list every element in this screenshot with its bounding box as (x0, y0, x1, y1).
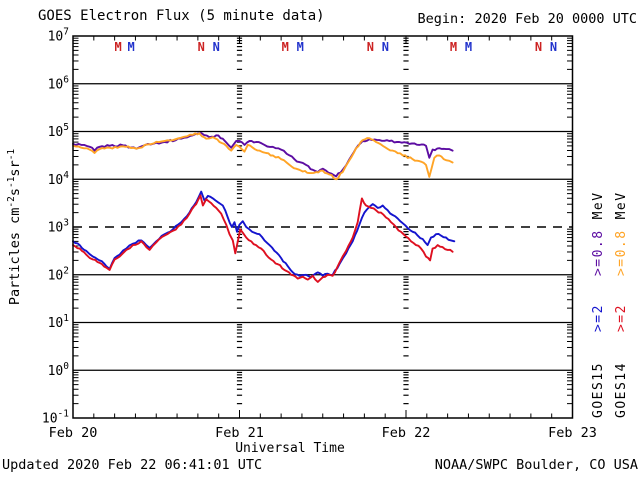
x-tick-label: Feb 21 (215, 425, 264, 441)
marker-n-10: N (535, 40, 542, 54)
legend-goes14-ge08: >=0.8 (613, 229, 629, 277)
y-tick-label: 100 (48, 361, 70, 379)
y-tick-label: 105 (48, 122, 69, 140)
legend-column-goes14: GOES14 >=2 >=0.8 MeV (611, 138, 633, 418)
legend-goes15-ge2: >=2 (590, 304, 606, 333)
begin-timestamp: Begin: 2020 Feb 20 0000 UTC (417, 11, 637, 27)
source-attribution: NOAA/SWPC Boulder, CO USA (434, 457, 638, 473)
marker-m-4: M (282, 40, 289, 54)
marker-n-6: N (367, 40, 374, 54)
legend-goes14-satellite: GOES14 (613, 362, 629, 418)
marker-n-7: N (382, 40, 389, 54)
legend-goes15: GOES15 >=2 >=0.8 MeV (588, 138, 608, 418)
x-tick-label: Feb 22 (382, 425, 431, 441)
legend-goes15-satellite: GOES15 (590, 362, 606, 418)
y-tick-label: 107 (48, 27, 69, 45)
y-tick-label: 106 (48, 74, 70, 92)
marker-n-2: N (198, 40, 205, 54)
axis-ticks (73, 36, 573, 418)
page-title: GOES Electron Flux (5 minute data) (38, 8, 325, 24)
legend-goes14-unit: MeV (613, 191, 629, 220)
plot-border (72, 35, 574, 419)
y-tick-label: 103 (48, 218, 69, 236)
marker-m-0: M (115, 40, 122, 54)
series-line-goes14-2-mev (72, 194, 454, 283)
y-tick-label: 104 (48, 170, 70, 188)
marker-n-11: N (550, 40, 557, 54)
y-tick-labels: 107 106 105 104 103 102 101 100 10-1 (42, 27, 69, 427)
decade-gridlines (73, 83, 573, 371)
x-tick-label: Feb 23 (548, 425, 597, 441)
y-tick-label: 101 (48, 313, 70, 331)
y-tick-label: 10-1 (42, 409, 69, 427)
y-tick-label: 102 (48, 265, 69, 283)
x-tick-labels: Feb 20 Feb 21 Feb 22 Feb 23 (49, 425, 597, 441)
marker-m-5: M (297, 40, 304, 54)
series-line-goes14-0.8-mev (72, 132, 454, 181)
series-line-goes15-0.8-mev (72, 131, 454, 178)
series-line-goes15-2-mev (72, 190, 456, 279)
legend-goes14-ge2: >=2 (613, 304, 629, 333)
updated-timestamp: Updated 2020 Feb 22 06:41:01 UTC (2, 457, 263, 473)
x-tick-label: Feb 20 (49, 425, 98, 441)
legend-goes14: GOES14 >=2 >=0.8 MeV (611, 138, 631, 418)
marker-n-3: N (213, 40, 220, 54)
legend-goes15-unit: MeV (590, 191, 606, 220)
x-axis-title: Universal Time (235, 441, 345, 456)
y-axis-title: Particles cm-2s-1sr-1 (6, 149, 23, 306)
marker-m-9: M (465, 40, 472, 54)
marker-m-1: M (127, 40, 134, 54)
marker-m-8: M (450, 40, 457, 54)
legend-column-goes15: GOES15 >=2 >=0.8 MeV (588, 138, 610, 418)
legend-goes15-ge08: >=0.8 (590, 229, 606, 277)
